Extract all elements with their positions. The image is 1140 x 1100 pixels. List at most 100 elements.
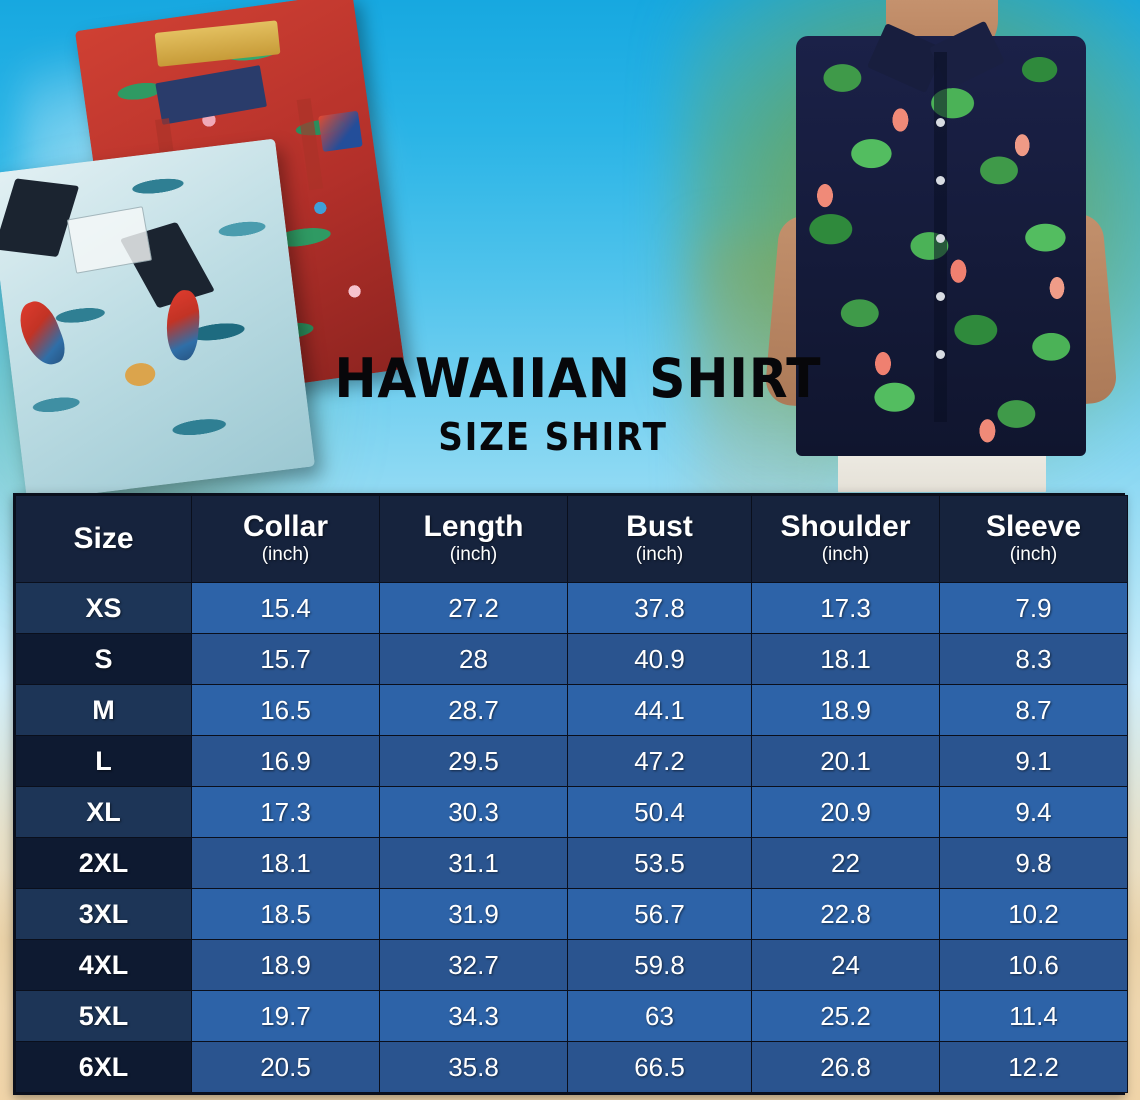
cell-shoulder: 18.1 (751, 633, 940, 685)
cell-length: 32.7 (379, 939, 568, 991)
model-photo (738, 0, 1140, 492)
shirt-collar-band (154, 20, 282, 68)
cell-sleeve: 10.2 (939, 888, 1128, 940)
column-header-bust-unit: (inch) (635, 543, 684, 565)
cell-bust: 40.9 (567, 633, 752, 685)
cell-shoulder: 20.9 (751, 786, 940, 838)
cell-collar: 17.3 (191, 786, 380, 838)
cell-length: 34.3 (379, 990, 568, 1042)
cell-length: 28 (379, 633, 568, 685)
table-row: 4XL 18.9 32.7 59.8 24 10.6 (15, 939, 1128, 991)
table-row: M 16.5 28.7 44.1 18.9 8.7 (15, 684, 1128, 736)
column-header-length-label: Length (423, 510, 524, 544)
cell-collar: 18.1 (191, 837, 380, 889)
size-label-cell: M (15, 684, 192, 736)
cell-bust: 63 (567, 990, 752, 1042)
size-chart-table: Size Collar (inch) Length (inch) Bust (i… (15, 495, 1128, 1093)
column-header-length: Length (inch) (379, 495, 568, 583)
column-header-size: Size (15, 495, 192, 583)
column-header-sleeve-unit: (inch) (1009, 543, 1058, 565)
page-subtitle: SIZE SHIRT (438, 415, 668, 459)
column-header-shoulder-label: Shoulder (780, 510, 911, 544)
cell-length: 27.2 (379, 582, 568, 634)
cell-sleeve: 7.9 (939, 582, 1128, 634)
size-label-cell: XL (15, 786, 192, 838)
size-label-cell: S (15, 633, 192, 685)
cell-bust: 56.7 (567, 888, 752, 940)
column-header-shoulder: Shoulder (inch) (751, 495, 940, 583)
shirt-button (936, 176, 945, 185)
parrot-motif (13, 296, 71, 371)
table-row: XL 17.3 30.3 50.4 20.9 9.4 (15, 786, 1128, 838)
size-chart-table-container: Size Collar (inch) Length (inch) Bust (i… (13, 493, 1128, 1095)
cell-bust: 50.4 (567, 786, 752, 838)
column-header-bust-label: Bust (626, 510, 693, 544)
cell-collar: 18.9 (191, 939, 380, 991)
cell-length: 31.1 (379, 837, 568, 889)
cell-sleeve: 9.8 (939, 837, 1128, 889)
column-header-collar-label: Collar (242, 510, 329, 544)
column-header-length-unit: (inch) (449, 543, 498, 565)
shirt-button (936, 234, 945, 243)
table-row: XS 15.4 27.2 37.8 17.3 7.9 (15, 582, 1128, 634)
cell-collar: 16.5 (191, 684, 380, 736)
cell-length: 28.7 (379, 684, 568, 736)
cell-bust: 53.5 (567, 837, 752, 889)
cell-length: 35.8 (379, 1041, 568, 1093)
column-header-sleeve: Sleeve (inch) (939, 495, 1128, 583)
cell-collar: 18.5 (191, 888, 380, 940)
table-row: 2XL 18.1 31.1 53.5 22 9.8 (15, 837, 1128, 889)
shirt-collar-left (0, 178, 79, 257)
cell-sleeve: 8.7 (939, 684, 1128, 736)
cell-sleeve: 9.4 (939, 786, 1128, 838)
cell-shoulder: 22.8 (751, 888, 940, 940)
cell-length: 29.5 (379, 735, 568, 787)
cell-bust: 66.5 (567, 1041, 752, 1093)
size-label-cell: L (15, 735, 192, 787)
table-row: L 16.9 29.5 47.2 20.1 9.1 (15, 735, 1128, 787)
cell-sleeve: 11.4 (939, 990, 1128, 1042)
cell-length: 30.3 (379, 786, 568, 838)
cell-shoulder: 26.8 (751, 1041, 940, 1093)
cell-shoulder: 22 (751, 837, 940, 889)
table-header-row: Size Collar (inch) Length (inch) Bust (i… (15, 495, 1128, 583)
cell-bust: 59.8 (567, 939, 752, 991)
cell-collar: 15.4 (191, 582, 380, 634)
column-header-bust: Bust (inch) (567, 495, 752, 583)
table-row: S 15.7 28 40.9 18.1 8.3 (15, 633, 1128, 685)
size-label-cell: 6XL (15, 1041, 192, 1093)
table-row: 5XL 19.7 34.3 63 25.2 11.4 (15, 990, 1128, 1042)
table-row: 6XL 20.5 35.8 66.5 26.8 12.2 (15, 1041, 1128, 1093)
shirt-button (936, 292, 945, 301)
cell-sleeve: 12.2 (939, 1041, 1128, 1093)
cell-bust: 37.8 (567, 582, 752, 634)
cell-collar: 15.7 (191, 633, 380, 685)
cell-shoulder: 17.3 (751, 582, 940, 634)
table-body: XS 15.4 27.2 37.8 17.3 7.9 S 15.7 28 40.9 18.1 8.3 M… (15, 582, 1128, 1093)
poster-title-block: HAWAIIAN SHIRT SIZE SHIRT (318, 347, 822, 459)
cell-collar: 19.7 (191, 990, 380, 1042)
size-label-cell: 3XL (15, 888, 192, 940)
column-header-collar: Collar (inch) (191, 495, 380, 583)
cell-collar: 20.5 (191, 1041, 380, 1093)
column-header-collar-unit: (inch) (261, 543, 310, 565)
page-title: HAWAIIAN SHIRT (334, 347, 822, 410)
cell-collar: 16.9 (191, 735, 380, 787)
column-header-shoulder-unit: (inch) (821, 543, 870, 565)
shirt-hang-tag (317, 110, 363, 152)
table-header: Size Collar (inch) Length (inch) Bust (i… (15, 495, 1128, 583)
shirt-button (936, 118, 945, 127)
cell-sleeve: 8.3 (939, 633, 1128, 685)
cell-shoulder: 25.2 (751, 990, 940, 1042)
cell-shoulder: 24 (751, 939, 940, 991)
column-header-sleeve-label: Sleeve (985, 510, 1082, 544)
cell-sleeve: 10.6 (939, 939, 1128, 991)
shirt-button (936, 350, 945, 359)
size-label-cell: 5XL (15, 990, 192, 1042)
blue-hawaiian-shirt (0, 138, 316, 502)
size-label-cell: XS (15, 582, 192, 634)
cell-length: 31.9 (379, 888, 568, 940)
table-row: 3XL 18.5 31.9 56.7 22.8 10.2 (15, 888, 1128, 940)
cell-sleeve: 9.1 (939, 735, 1128, 787)
